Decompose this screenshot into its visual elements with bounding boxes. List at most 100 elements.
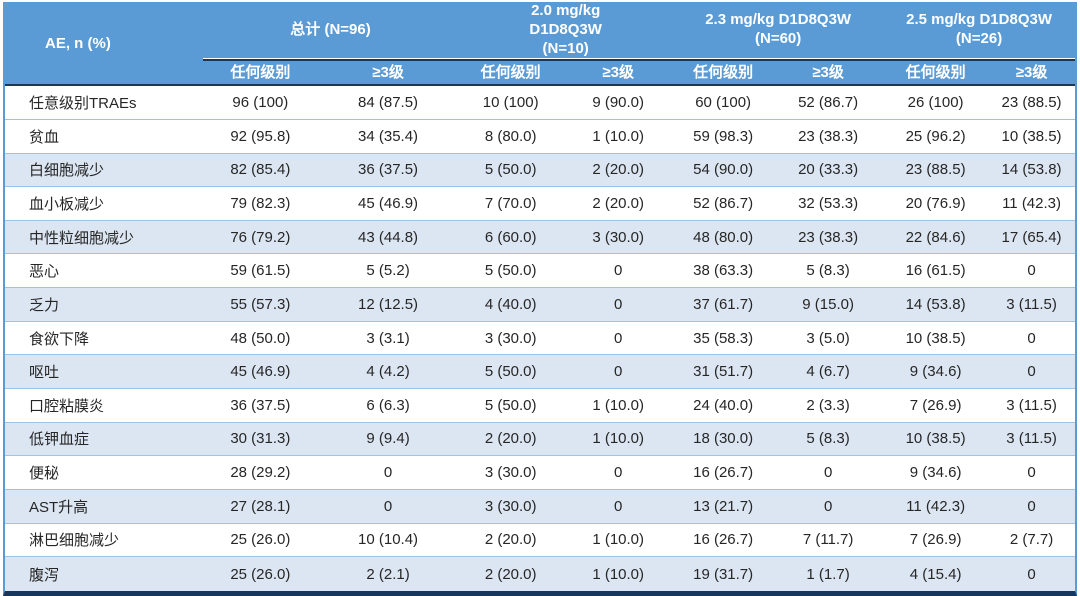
value-cell: 8 (80.0) <box>458 119 564 154</box>
value-cell: 1 (10.0) <box>563 389 674 423</box>
value-cell: 10 (100) <box>458 86 564 120</box>
value-cell: 17 (65.4) <box>988 220 1075 255</box>
value-cell: 0 <box>317 489 459 524</box>
sub-header-grade3plus: ≥3级 <box>563 59 674 87</box>
value-cell: 27 (28.1) <box>202 489 318 524</box>
value-cell: 45 (46.9) <box>202 355 318 390</box>
value-cell: 7 (70.0) <box>458 187 564 221</box>
table-header: AE, n (%) 总计 (N=96) 2.0 mg/kg D1D8Q3W (N… <box>5 2 1075 87</box>
ae-table: AE, n (%) 总计 (N=96) 2.0 mg/kg D1D8Q3W (N… <box>5 2 1075 591</box>
value-cell: 18 (30.0) <box>673 422 774 457</box>
value-cell: 0 <box>988 557 1075 591</box>
sub-header-any-grade: 任何级别 <box>673 59 774 87</box>
value-cell: 6 (6.3) <box>317 389 459 423</box>
ae-name-cell: AST升高 <box>5 489 203 524</box>
value-cell: 2 (20.0) <box>563 153 674 188</box>
value-cell: 7 (11.7) <box>773 523 884 558</box>
value-cell: 24 (40.0) <box>673 389 774 423</box>
value-cell: 0 <box>563 456 674 490</box>
value-cell: 76 (79.2) <box>202 220 318 255</box>
table-row: 贫血 92 (95.8) 34 (35.4) 8 (80.0) 1 (10.0)… <box>5 119 1075 154</box>
table-row: 腹泻 25 (26.0) 2 (2.1) 2 (20.0) 1 (10.0) 1… <box>5 557 1075 591</box>
ae-name-cell: 乏力 <box>5 288 203 322</box>
table-row: 呕吐 45 (46.9) 4 (4.2) 5 (50.0) 0 31 (51.7… <box>5 355 1075 390</box>
value-cell: 34 (35.4) <box>317 119 459 154</box>
value-cell: 36 (37.5) <box>317 153 459 188</box>
ae-name-cell: 贫血 <box>5 119 203 154</box>
sub-header-grade3plus: ≥3级 <box>317 59 459 87</box>
value-cell: 3 (11.5) <box>988 389 1075 423</box>
table-row: 恶心 59 (61.5) 5 (5.2) 5 (50.0) 0 38 (63.3… <box>5 254 1075 289</box>
value-cell: 54 (90.0) <box>673 153 774 188</box>
value-cell: 9 (90.0) <box>563 86 674 120</box>
value-cell: 1 (10.0) <box>563 523 674 558</box>
table-row: 中性粒细胞减少 76 (79.2) 43 (44.8) 6 (60.0) 3 (… <box>5 220 1075 255</box>
value-cell: 92 (95.8) <box>202 119 318 154</box>
ae-name-cell: 淋巴细胞减少 <box>5 523 203 558</box>
value-cell: 4 (40.0) <box>458 288 564 322</box>
value-cell: 5 (8.3) <box>773 254 884 289</box>
value-cell: 0 <box>563 355 674 390</box>
ae-table-container: AE, n (%) 总计 (N=96) 2.0 mg/kg D1D8Q3W (N… <box>3 2 1077 596</box>
value-cell: 2 (20.0) <box>458 523 564 558</box>
value-cell: 14 (53.8) <box>883 288 989 322</box>
value-cell: 48 (50.0) <box>202 321 318 356</box>
ae-name-cell: 白细胞减少 <box>5 153 203 188</box>
value-cell: 0 <box>563 288 674 322</box>
value-cell: 43 (44.8) <box>317 220 459 255</box>
group-header-2-3mgkg: 2.3 mg/kg D1D8Q3W (N=60) <box>673 2 884 60</box>
value-cell: 1 (10.0) <box>563 422 674 457</box>
value-cell: 4 (4.2) <box>317 355 459 390</box>
value-cell: 2 (2.1) <box>317 557 459 591</box>
value-cell: 7 (26.9) <box>883 523 989 558</box>
value-cell: 36 (37.5) <box>202 389 318 423</box>
value-cell: 3 (30.0) <box>458 489 564 524</box>
value-cell: 0 <box>317 456 459 490</box>
ae-name-cell: 低钾血症 <box>5 422 203 457</box>
value-cell: 59 (98.3) <box>673 119 774 154</box>
value-cell: 45 (46.9) <box>317 187 459 221</box>
group-header-total: 总计 (N=96) <box>202 2 459 60</box>
value-cell: 23 (38.3) <box>773 220 884 255</box>
value-cell: 16 (26.7) <box>673 523 774 558</box>
table-row: 乏力 55 (57.3) 12 (12.5) 4 (40.0) 0 37 (61… <box>5 288 1075 322</box>
sub-header-any-grade: 任何级别 <box>458 59 564 87</box>
table-row: 食欲下降 48 (50.0) 3 (3.1) 3 (30.0) 0 35 (58… <box>5 321 1075 356</box>
value-cell: 55 (57.3) <box>202 288 318 322</box>
value-cell: 30 (31.3) <box>202 422 318 457</box>
table-row: 血小板减少 79 (82.3) 45 (46.9) 7 (70.0) 2 (20… <box>5 187 1075 221</box>
value-cell: 28 (29.2) <box>202 456 318 490</box>
value-cell: 11 (42.3) <box>988 187 1075 221</box>
corner-header: AE, n (%) <box>5 2 203 87</box>
value-cell: 3 (30.0) <box>458 456 564 490</box>
value-cell: 82 (85.4) <box>202 153 318 188</box>
table-row: 任意级别TRAEs 96 (100) 84 (87.5) 10 (100) 9 … <box>5 86 1075 120</box>
value-cell: 0 <box>988 254 1075 289</box>
ae-name-cell: 口腔粘膜炎 <box>5 389 203 423</box>
value-cell: 10 (38.5) <box>883 422 989 457</box>
value-cell: 23 (88.5) <box>883 153 989 188</box>
sub-header-any-grade: 任何级别 <box>202 59 318 87</box>
value-cell: 23 (38.3) <box>773 119 884 154</box>
value-cell: 31 (51.7) <box>673 355 774 390</box>
ae-name-cell: 便秘 <box>5 456 203 490</box>
value-cell: 5 (5.2) <box>317 254 459 289</box>
ae-name-cell: 中性粒细胞减少 <box>5 220 203 255</box>
value-cell: 2 (20.0) <box>458 422 564 457</box>
value-cell: 0 <box>773 456 884 490</box>
value-cell: 9 (9.4) <box>317 422 459 457</box>
value-cell: 5 (50.0) <box>458 389 564 423</box>
table-row: 便秘 28 (29.2) 0 3 (30.0) 0 16 (26.7) 0 9 … <box>5 456 1075 490</box>
value-cell: 52 (86.7) <box>773 86 884 120</box>
value-cell: 25 (26.0) <box>202 523 318 558</box>
value-cell: 10 (38.5) <box>988 119 1075 154</box>
value-cell: 37 (61.7) <box>673 288 774 322</box>
ae-name-cell: 恶心 <box>5 254 203 289</box>
value-cell: 0 <box>563 321 674 356</box>
sub-header-grade3plus: ≥3级 <box>773 59 884 87</box>
value-cell: 4 (15.4) <box>883 557 989 591</box>
value-cell: 19 (31.7) <box>673 557 774 591</box>
value-cell: 59 (61.5) <box>202 254 318 289</box>
value-cell: 2 (7.7) <box>988 523 1075 558</box>
